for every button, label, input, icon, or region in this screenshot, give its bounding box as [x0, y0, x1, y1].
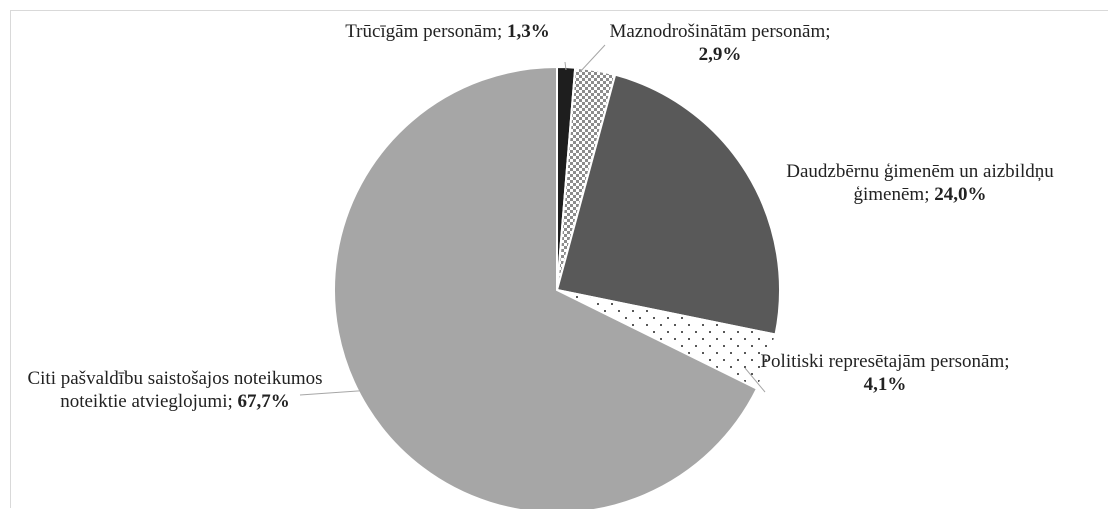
pie-slice — [555, 73, 781, 336]
value-label: 67,7% — [237, 391, 290, 412]
value-label: 2,9% — [698, 44, 742, 65]
category-label: Daudzbērnu ģimenēm un aizbildņu ģimenēm; — [786, 161, 1054, 205]
value-label: 4,1% — [863, 374, 907, 395]
pie-slice — [333, 65, 759, 509]
leader-line — [579, 44, 606, 73]
category-label: Maznodrošinātām personām; — [609, 21, 831, 42]
data-label: Maznodrošinātām personām; 2,9% — [600, 20, 840, 66]
category-label: Citi pašvaldību saistošajos noteikumos n… — [27, 368, 323, 412]
value-label: 1,3% — [507, 21, 550, 42]
data-label: Politiski represētajām personām; 4,1% — [755, 350, 1015, 396]
data-label: Daudzbērnu ģimenēm un aizbildņu ģimenēm;… — [770, 160, 1070, 206]
data-label: Trūcīgām personām; 1,3% — [330, 20, 565, 43]
data-label: Citi pašvaldību saistošajos noteikumos n… — [20, 367, 330, 413]
category-label: Trūcīgām personām; — [345, 21, 503, 42]
leader-line — [564, 61, 567, 71]
value-label: 24,0% — [934, 184, 987, 205]
leader-line — [744, 367, 766, 393]
frame — [10, 10, 1108, 508]
leader-line — [299, 389, 373, 396]
category-label: Politiski represētajām personām; — [760, 351, 1010, 372]
